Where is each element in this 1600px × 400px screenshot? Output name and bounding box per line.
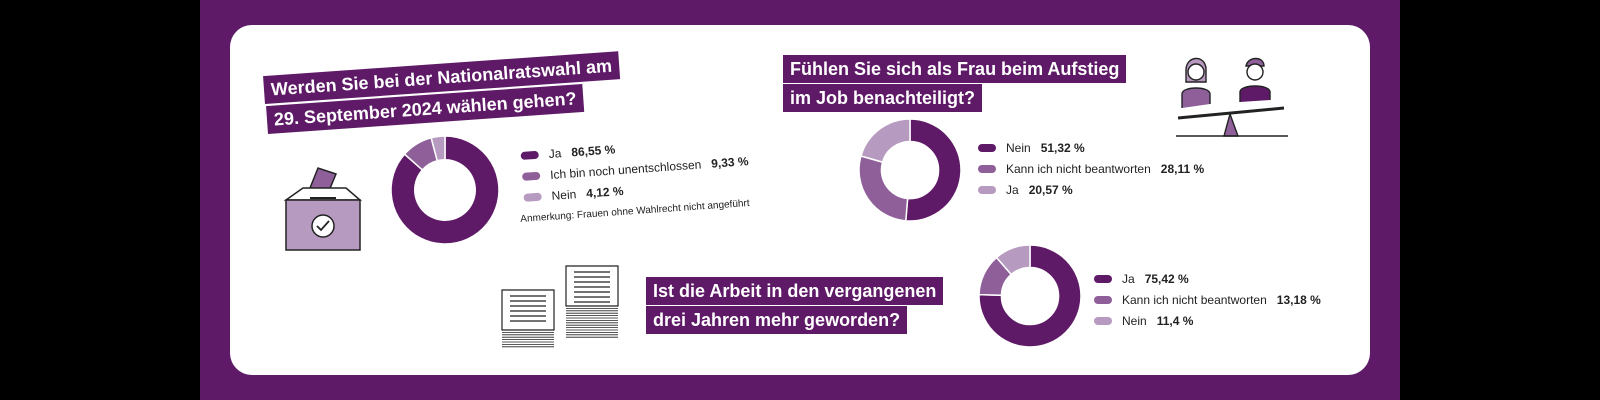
legend-value: 13,18 % (1276, 292, 1321, 307)
donut-slice-3 (860, 118, 911, 164)
q3-legend: Ja 75,42 % Kann ich nicht beantworten 13… (1094, 268, 1321, 331)
legend-value: 75,42 % (1144, 271, 1189, 286)
legend-swatch (1094, 316, 1112, 325)
legend-label: Ja (1006, 182, 1019, 197)
legend-label: Nein (1006, 140, 1031, 155)
legend-label: Kann ich nicht beantworten (1006, 161, 1151, 176)
legend-label: Ja (1122, 271, 1135, 286)
q2-title-line2: im Job benachteiligt? (783, 84, 983, 112)
legend-swatch (1094, 295, 1112, 304)
legend-swatch (521, 171, 541, 181)
q3-donut (978, 244, 1082, 348)
q2-donut (858, 118, 962, 222)
donut-slice-3 (430, 135, 446, 162)
people-seesaw-icon (1176, 57, 1288, 137)
legend-value: 9,33 % (710, 153, 749, 171)
legend-swatch (520, 150, 539, 160)
legend-label: Nein (551, 186, 577, 203)
legend-item: Kann ich nicht beantworten 28,11 % (978, 158, 1204, 179)
legend-swatch (1094, 274, 1112, 283)
legend-value: 20,57 % (1028, 182, 1073, 197)
donut-slice-1 (904, 118, 962, 222)
legend-label: Kann ich nicht beantworten (1122, 292, 1267, 307)
donut-slice-3 (995, 244, 1031, 276)
q3-title-line2: drei Jahren mehr geworden? (646, 306, 908, 334)
ballot-box-icon (283, 167, 363, 251)
paper-stack-icon (501, 265, 619, 348)
legend-value: 86,55 % (570, 141, 616, 159)
legend-value: 11,4 % (1156, 313, 1194, 328)
legend-label: Ja (548, 145, 562, 161)
donut-slice-2 (858, 155, 909, 222)
legend-value: 51,32 % (1040, 140, 1085, 155)
legend-swatch (978, 185, 996, 194)
q1-donut (390, 135, 500, 245)
legend-item: Ja 75,42 % (1094, 268, 1321, 289)
legend-swatch (978, 164, 996, 173)
legend-value: 28,11 % (1160, 161, 1205, 176)
q2-legend: Nein 51,32 % Kann ich nicht beantworten … (978, 137, 1204, 200)
q3-title-line1: Ist die Arbeit in den vergangenen (646, 277, 944, 305)
q2-title-line1: Fühlen Sie sich als Frau beim Aufstieg (783, 55, 1127, 83)
legend-label: Nein (1122, 313, 1147, 328)
legend-item: Kann ich nicht beantworten 13,18 % (1094, 289, 1321, 310)
donut-slice-1 (390, 135, 500, 245)
legend-swatch (523, 192, 542, 202)
donut-slice-1 (978, 244, 1082, 348)
legend-swatch (978, 143, 996, 152)
legend-item: Ja 20,57 % (978, 179, 1204, 200)
legend-value: 4,12 % (585, 183, 624, 200)
legend-item: Nein 51,32 % (978, 137, 1204, 158)
legend-item: Nein 11,4 % (1094, 310, 1321, 331)
